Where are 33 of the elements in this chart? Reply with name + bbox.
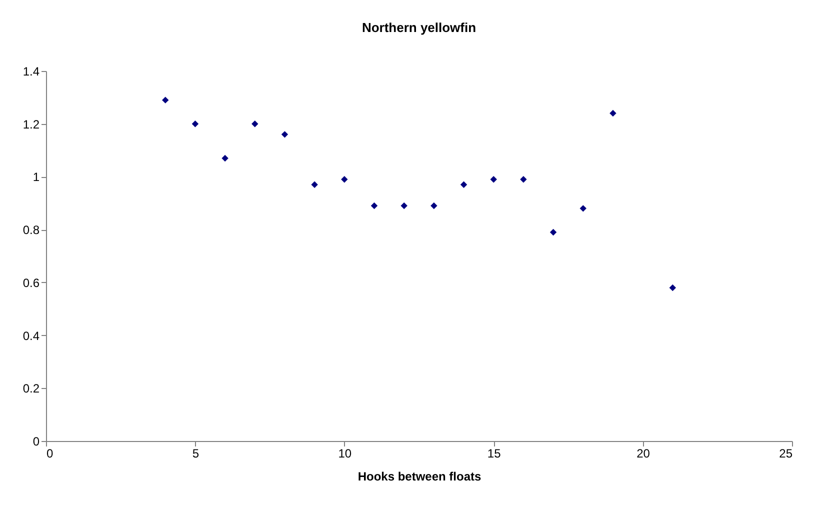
point xyxy=(490,176,497,183)
point xyxy=(460,181,468,188)
point xyxy=(400,202,408,210)
point xyxy=(252,120,258,128)
point xyxy=(610,110,616,117)
point xyxy=(281,131,288,138)
y-tick-label: 1.2 xyxy=(22,117,40,132)
x-tick-label: 20 xyxy=(636,446,650,460)
y-tick-label: 0.8 xyxy=(22,223,40,238)
y-tick-label: 0.6 xyxy=(22,276,40,290)
point xyxy=(222,154,228,162)
point xyxy=(370,202,378,210)
x-tick-label: 25 xyxy=(779,446,793,460)
x-tick-label: 5 xyxy=(192,446,200,460)
y-tick-label: 1 xyxy=(32,170,40,184)
y-tick-label: 1.4 xyxy=(22,64,40,78)
x-tick-label: 10 xyxy=(338,446,352,460)
point xyxy=(162,96,169,104)
point xyxy=(550,228,557,236)
point xyxy=(341,176,348,183)
y-tick-label: 0 xyxy=(32,434,40,448)
point xyxy=(430,202,438,210)
x-tick-label: 15 xyxy=(487,446,502,460)
point xyxy=(580,205,586,212)
chart-title: Northern yellowfin xyxy=(362,20,476,35)
point xyxy=(520,176,527,183)
point xyxy=(669,284,676,292)
x-tick-label: 0 xyxy=(46,446,54,460)
point xyxy=(192,120,199,128)
y-tick-label: 0.4 xyxy=(22,328,40,343)
point xyxy=(311,181,318,188)
y-tick-label: 0.2 xyxy=(22,382,40,396)
x-axis-title: Hooks between floats xyxy=(358,470,482,484)
